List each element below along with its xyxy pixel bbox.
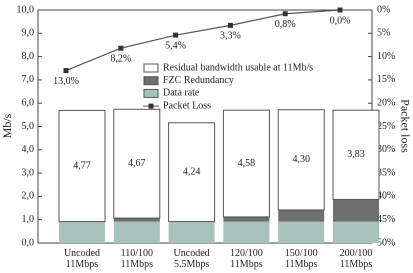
value-label: 4,58 [238,158,256,169]
y-tick-label: 8,0 [22,51,35,62]
y-tick-label: 2,0 [22,191,35,202]
bar-segment [223,216,270,222]
bar-segment [113,218,160,222]
y-tick-label: 9,0 [22,28,35,39]
value-label: 4,67 [128,158,146,169]
bar-segment [58,109,106,223]
x-tick-label: 200/100 11Mbps [339,248,373,270]
value-label: 0,0% [330,15,351,26]
bar-segment [223,221,270,243]
y2-tick-label: 45% [377,214,395,225]
y-tick-label: 0,0 [22,237,35,248]
bar-segment [278,221,325,243]
bar-segment [332,109,380,200]
y-tick-label: 1,0 [22,214,35,225]
bar-segment [168,221,215,243]
legend-marker [148,103,154,109]
legend-label: Residual bandwidth usable at 11Mb/s [163,62,313,73]
y2-axis-title: Packet loss [398,99,412,153]
value-label: 4,77 [73,160,91,171]
y-tick-label: 6,0 [22,97,35,108]
y2-tick-label: 40% [377,191,395,202]
bar-segment [333,199,379,222]
bar-segment [333,221,379,243]
y2-tick-label: 20% [377,97,395,108]
line-marker [337,7,343,13]
line-marker [173,32,179,38]
bar-segment [277,109,325,211]
y2-tick-label: 25% [377,121,395,132]
y2-tick-label: 5% [377,28,390,39]
y2-tick-label: 0% [377,4,390,15]
y-axis-title: Mb/s [0,113,14,138]
value-label: 5,4% [165,40,186,51]
line-marker [63,68,69,74]
x-tick-label: 150/100 11Mbps [284,248,318,270]
legend-swatch [143,76,159,86]
line [65,9,341,72]
y2-tick-label: 35% [377,167,395,178]
y-tick-label: 5,0 [22,121,35,132]
value-label: 0,8% [275,19,296,30]
bar-segment [59,221,105,243]
bar-segment [168,122,216,223]
value-label: 4,24 [183,166,201,177]
line-marker [118,45,124,51]
line-marker [282,11,288,17]
x-tick-label: Uncoded 11Mbps [63,248,101,270]
value-label: 8,2% [110,54,131,65]
y2-tick-label: 15% [377,74,395,85]
x-tick-label: Uncoded 5.5Mbps [173,248,210,270]
legend-swatch [143,63,159,73]
legend-label: Packet Loss [163,100,211,111]
legend-box [140,62,340,112]
bar-segment [278,209,325,222]
y-tick-label: 10,0 [17,4,35,15]
y2-tick-label: 30% [377,144,395,155]
y-tick-label: 7,0 [22,74,35,85]
y-tick-label: 4,0 [22,144,35,155]
value-label: 3,83 [347,149,365,160]
y2-tick-label: 50% [377,237,395,248]
x-tick-label: 120/100 11Mbps [230,248,263,270]
value-label: 3,3% [220,31,241,42]
y-tick-label: 3,0 [22,167,35,178]
bar-segment [113,108,161,219]
line-marker [227,22,233,28]
bar-segment [113,221,160,243]
legend-label: Data rate [163,88,200,99]
legend-label: FZC Redundancy [163,75,234,86]
value-label: 13,0% [53,76,79,87]
value-label: 4,30 [292,154,310,165]
legend-swatch [143,88,159,98]
bar-segment [222,109,270,218]
y2-tick-label: 10% [377,51,395,62]
x-tick-label: 110/100 11Mbps [120,248,153,270]
